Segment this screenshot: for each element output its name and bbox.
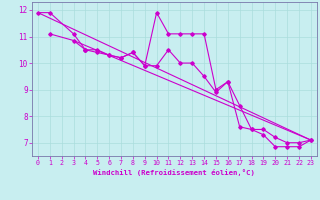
X-axis label: Windchill (Refroidissement éolien,°C): Windchill (Refroidissement éolien,°C) — [93, 169, 255, 176]
